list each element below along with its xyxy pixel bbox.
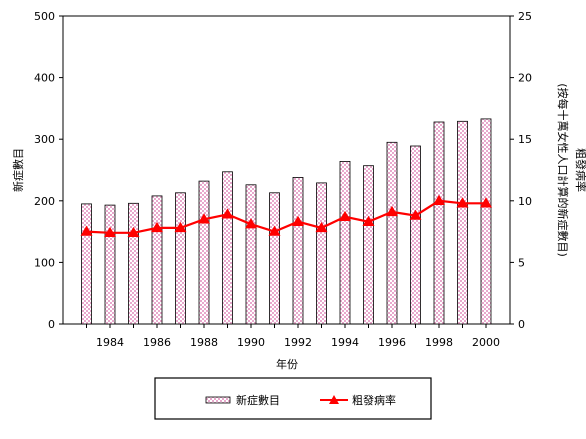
left-tick-label: 400: [34, 72, 55, 85]
rate-point-1993: [315, 221, 328, 233]
legend-bar-swatch: [205, 396, 231, 404]
bar-1990: [245, 184, 257, 325]
x-tick-label: 1998: [425, 336, 453, 349]
legend-line-label: 粗發病率: [352, 393, 396, 407]
right-tick-label: 5: [518, 256, 525, 269]
bar-1998: [433, 121, 445, 325]
bar-1987: [175, 192, 186, 325]
rate-point-1992: [292, 215, 304, 226]
left-tick-label: 100: [34, 256, 55, 269]
bar-1999: [457, 120, 468, 325]
x-axis-title: 年份: [276, 357, 298, 371]
bar-1988: [198, 180, 210, 325]
legend-bar-label: 新症數目: [236, 393, 280, 407]
rate-point-1996: [386, 205, 398, 217]
bar-1984: [104, 204, 116, 325]
rate-point-1997: [409, 209, 422, 220]
rate-point-2000: [480, 197, 492, 208]
bar-1992: [292, 176, 304, 325]
bar-1983: [81, 203, 92, 325]
x-tick-label: 1994: [331, 336, 359, 349]
legend-line-marker: [329, 395, 339, 404]
rate-point-1995: [362, 215, 375, 226]
x-tick-label: 1990: [237, 336, 265, 349]
bar-1996: [386, 141, 398, 325]
left-tick-label: 200: [34, 195, 55, 208]
right-tick-label: 0: [518, 318, 525, 331]
right-tick-label: 20: [518, 72, 532, 85]
bar-1994: [339, 160, 351, 325]
rate-point-1994: [339, 210, 351, 222]
rate-point-1990: [245, 218, 257, 229]
svg-text:(按每十萬女性人口計算的新症數目): (按每十萬女性人口計算的新症數目): [556, 83, 570, 257]
left-tick-label: 300: [34, 133, 55, 146]
x-tick-label: 1984: [96, 336, 124, 349]
rate-point-1989: [221, 208, 234, 219]
right-tick-label: 15: [518, 133, 532, 146]
bar-1986: [151, 195, 163, 325]
rate-point-1999: [456, 197, 469, 208]
x-axis-ticks: 1984 1986 1988 1990 1992 1994 1996 1998 2000: [86, 324, 500, 349]
rate-point-1988: [198, 213, 210, 224]
y-axis-title-left: 新症數目: [11, 148, 25, 192]
x-tick-label: 1996: [378, 336, 406, 349]
bar-1985: [128, 202, 139, 325]
bar-1989: [222, 171, 233, 325]
rate-point-1998: [433, 194, 445, 205]
right-axis-ticks: 0 5 10 15 20 25: [510, 10, 532, 331]
bar-1991: [269, 192, 280, 325]
left-tick-label: 0: [48, 318, 55, 331]
x-tick-label: 2000: [472, 336, 500, 349]
bar-1993: [316, 182, 327, 325]
right-tick-label: 25: [518, 10, 532, 23]
bar-1995: [363, 165, 374, 325]
svg-text:粗發病率: 粗發病率: [574, 148, 586, 192]
rate-point-1987: [174, 221, 187, 233]
left-tick-label: 500: [34, 10, 55, 23]
rate-point-1985: [127, 226, 140, 238]
legend: 新症數目 粗發病率: [154, 377, 432, 420]
bar-2000: [480, 118, 492, 325]
y-axis-title-right: 粗發病率 (按每十萬女性人口計算的新症數目): [556, 83, 586, 257]
x-tick-label: 1992: [284, 336, 312, 349]
x-tick-label: 1988: [190, 336, 218, 349]
left-axis-ticks: 0 100 200 300 400 500: [34, 10, 63, 331]
rate-point-1991: [268, 225, 281, 236]
rate-point-1986: [151, 221, 163, 233]
bar-1997: [410, 145, 421, 325]
rate-point-1984: [104, 226, 116, 238]
line-series: [80, 194, 492, 238]
right-tick-label: 10: [518, 195, 532, 208]
rate-point-1983: [80, 225, 93, 236]
x-tick-label: 1986: [143, 336, 171, 349]
